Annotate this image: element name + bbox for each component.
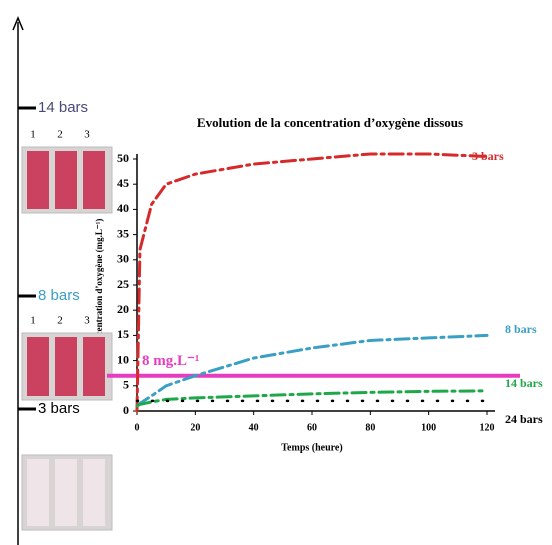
sample-strip (83, 337, 105, 396)
annotation: 8 mg.L⁻¹ (142, 353, 199, 369)
x-axis-label: Temps (heure) (281, 442, 342, 453)
y-tick-label: 45 (117, 176, 129, 190)
chart-title: Evolution de la concentration d’oxygène … (197, 115, 463, 130)
photo-number: 2 (57, 315, 63, 327)
x-tick-label: 120 (480, 422, 495, 433)
level-label: 3 bars (38, 400, 80, 417)
level-label: 8 bars (38, 287, 80, 304)
y-tick-label: 20 (117, 302, 129, 316)
photo-number: 3 (84, 315, 90, 327)
photo-number: 3 (84, 129, 90, 141)
y-tick-label: 10 (117, 352, 129, 366)
series-line (135, 152, 489, 413)
x-tick-label: 40 (249, 422, 259, 433)
x-tick-label: 80 (365, 422, 375, 433)
sample-strip (27, 337, 49, 396)
y-tick-label: 35 (117, 226, 129, 240)
sample-strip (83, 151, 105, 209)
sample-strip (83, 459, 105, 526)
sample-strip (55, 337, 77, 396)
y-tick-label: 40 (117, 201, 129, 215)
series-label: 24 bars (505, 412, 543, 426)
x-tick-label: 60 (307, 422, 317, 433)
series-label: 14 bars (505, 376, 543, 390)
level-label: 14 bars (38, 99, 88, 116)
photo-number: 1 (30, 315, 36, 327)
y-tick-label: 25 (117, 277, 129, 291)
series-line (135, 333, 489, 408)
photo-number: 1 (30, 129, 36, 141)
photo-number: 2 (57, 129, 63, 141)
x-tick-label: 0 (135, 422, 140, 433)
y-tick-label: 5 (123, 378, 129, 392)
sample-strip (27, 151, 49, 209)
arrow-head (12, 16, 24, 31)
series-label: 8 bars (505, 322, 537, 336)
y-tick-label: 15 (117, 327, 129, 341)
x-tick-label: 20 (190, 422, 200, 433)
y-tick-label: 30 (117, 252, 129, 266)
series-line (135, 389, 489, 408)
sample-strip (55, 459, 77, 526)
sample-strip (55, 151, 77, 209)
y-tick-label: 0 (123, 403, 129, 417)
sample-strip (27, 459, 49, 526)
x-tick-label: 100 (421, 422, 436, 433)
y-tick-label: 50 (117, 151, 129, 165)
y-axis-label: Concentration d’oxygène (mg.L⁻¹) (94, 219, 104, 352)
series-label: 3 bars (472, 149, 504, 163)
